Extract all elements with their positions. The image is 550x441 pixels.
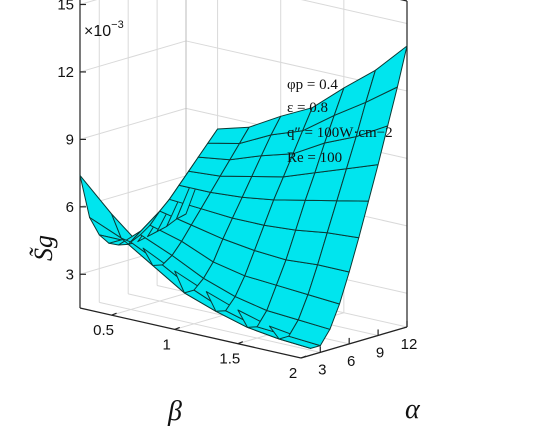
tick-labels: 3 6 9 12 15 0.5 1 1.5 2 3 6 9 12 (57, 0, 417, 382)
surface-facet (365, 45, 408, 103)
front-edges (79, 307, 408, 359)
alpha-tick-label: 9 (376, 344, 384, 361)
beta-tick-label: 1.5 (219, 351, 240, 368)
x-axis-label: α (405, 394, 421, 425)
z-tick-label: 6 (66, 199, 74, 216)
beta-tick-label: 1 (163, 336, 171, 353)
alpha-tick-label: 3 (318, 361, 326, 378)
grid-line (79, 107, 187, 140)
beta-tick-label: 0.5 (93, 322, 114, 339)
grid-line (79, 0, 98, 5)
z-multiplier: ×10−3 (84, 19, 124, 40)
beta-axis-line (79, 307, 302, 359)
alpha-tick-label: 6 (347, 353, 355, 370)
z-tick-label: 3 (66, 266, 74, 283)
z-tick-label: 12 (57, 64, 74, 81)
grid-line (79, 40, 187, 73)
alpha-axis-line (300, 326, 408, 359)
annotation-block: φp = 0.4 ε = 0.8 q″ = 100W·cm−2 Re = 100 (287, 77, 393, 166)
surface-plot (79, 45, 408, 349)
beta-tick-label: 2 (289, 365, 297, 382)
annotation-phi: φp = 0.4 (287, 77, 338, 93)
grid-line (99, 301, 321, 353)
beta-tick-mark (237, 341, 244, 345)
beta-tick-mark (174, 326, 180, 330)
annotation-epsilon: ε = 0.8 (287, 100, 328, 116)
z-axis-label: S̃g (29, 235, 58, 261)
box-edge (399, 0, 408, 2)
beta-tick-mark (300, 355, 307, 359)
annotation-heatflux: q″ = 100W·cm−2 (287, 125, 393, 141)
alpha-tick-label: 12 (401, 336, 418, 353)
z-tick-label: 15 (57, 0, 74, 13)
y-axis-label: β (167, 396, 182, 427)
annotation-reynolds: Re = 100 (287, 150, 342, 166)
beta-tick-mark (111, 312, 117, 316)
z-tick-label: 9 (66, 131, 74, 148)
grid-line (300, 0, 408, 24)
